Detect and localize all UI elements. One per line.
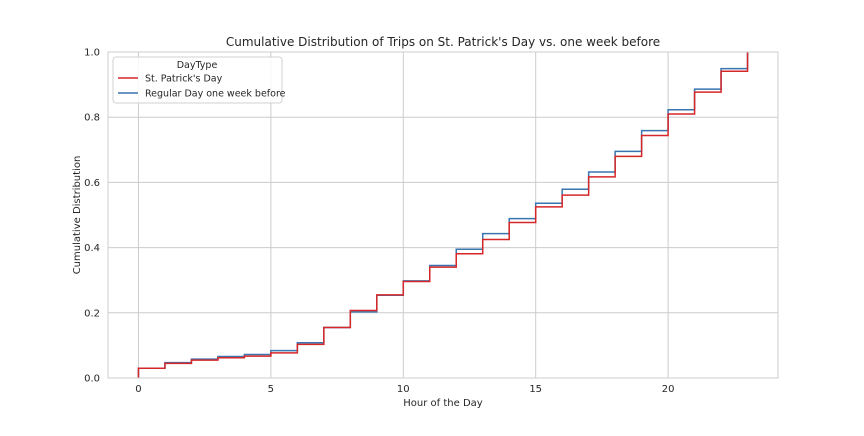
y-tick-label: 0.4 (84, 243, 100, 254)
y-tick-label: 0.0 (84, 374, 100, 385)
y-tick-label: 0.8 (84, 113, 100, 124)
tick-labels: 0 5 10 15 20 0.0 0.2 0.4 0.6 0.8 1.0 (84, 48, 674, 396)
x-axis-label: Hour of the Day (403, 398, 483, 409)
series-line-st-patrick-s-day (137, 52, 749, 378)
legend-label-regular-day: Regular Day one week before (145, 89, 286, 100)
x-tick-label: 10 (397, 384, 410, 395)
legend-label-st-patricks-day: St. Patrick's Day (145, 74, 223, 85)
series-lines (137, 52, 749, 378)
y-tick-label: 1.0 (84, 48, 100, 59)
x-tick-label: 0 (135, 384, 141, 395)
x-tick-label: 20 (662, 384, 675, 395)
legend-title: DayType (177, 60, 218, 71)
plot-area-frame (107, 51, 779, 379)
legend-box (112, 56, 283, 104)
y-tick-label: 0.2 (84, 308, 100, 319)
y-tick-label: 0.6 (84, 178, 100, 189)
y-axis-label: Cumulative Distribution (72, 156, 83, 275)
legend: DayType St. Patrick's Day Regular Day on… (112, 56, 286, 104)
series-line-regular-day-one-week-before (137, 52, 749, 378)
chart-title: Cumulative Distribution of Trips on St. … (226, 35, 660, 49)
x-tick-label: 15 (529, 384, 542, 395)
x-tick-label: 5 (268, 384, 274, 395)
